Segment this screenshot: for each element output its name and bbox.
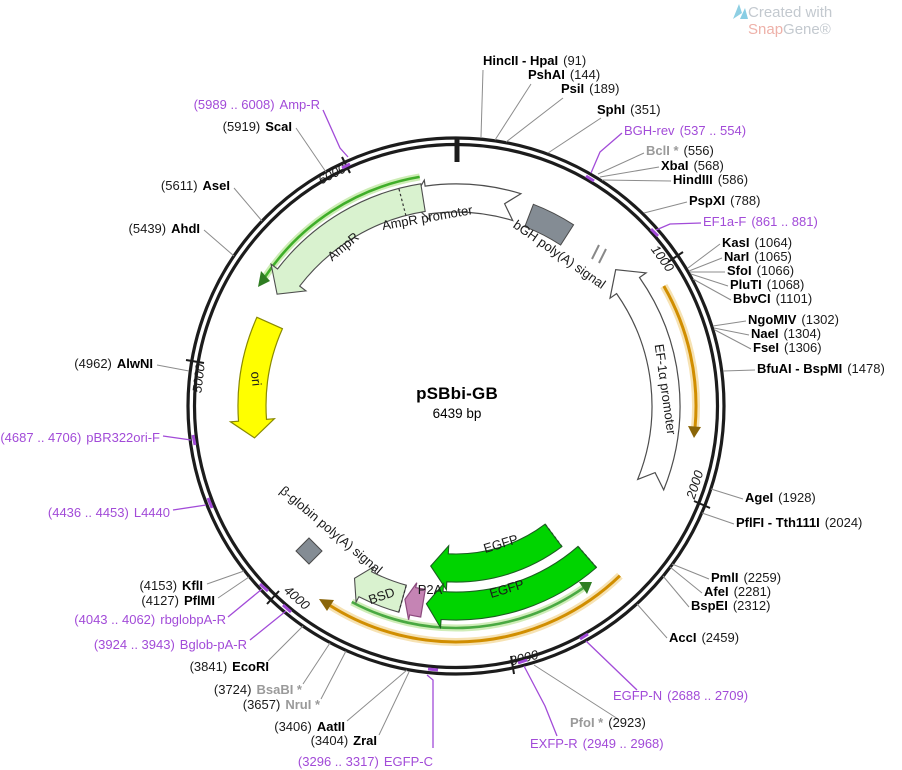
plasmid-size: 6439 bp <box>432 406 482 421</box>
feature-bgh-polya-box[interactable] <box>524 203 575 246</box>
primer-leader-lines <box>162 109 702 748</box>
site-amp-r[interactable]: (5989 .. 6008) Amp-R <box>193 97 320 112</box>
plasmid-title-block: pSBbi-GB 6439 bp <box>366 384 548 421</box>
site-pluti[interactable]: PluTI (1068) <box>730 277 805 292</box>
site-hincii-hpai[interactable]: HincII - HpaI (91) <box>483 53 587 68</box>
enzyme-leader-lines <box>156 69 756 736</box>
feature-break-slashes <box>591 244 607 264</box>
site-acci[interactable]: AccI (2459) <box>669 630 740 645</box>
transposon-arc-bottom <box>319 572 623 646</box>
site-bfuai-bspmi[interactable]: BfuAI - BspMI (1478) <box>757 361 885 376</box>
feature-p2a-arrow[interactable] <box>404 582 426 620</box>
site-kasi[interactable]: KasI (1064) <box>722 235 793 250</box>
feature-ori-arrow[interactable] <box>228 316 284 439</box>
scale-ticks <box>185 156 711 675</box>
site-sfoi[interactable]: SfoI (1066) <box>727 263 795 278</box>
site-exfp-r[interactable]: EXFP-R (2949 .. 2968) <box>530 736 664 751</box>
site-egfp-c[interactable]: (3296 .. 3317) EGFP-C <box>297 754 433 769</box>
site-egfp-n[interactable]: EGFP-N (2688 .. 2709) <box>613 688 749 703</box>
site-ecori[interactable]: (3841) EcoRI <box>189 659 269 674</box>
site-pflfi-tth111i[interactable]: PflFI - Tth111I (2024) <box>736 515 863 530</box>
feature-bglobin-polya-box[interactable] <box>295 537 323 565</box>
site-pshai[interactable]: PshAI (144) <box>528 67 601 82</box>
site-rbglobpa-r[interactable]: (4043 .. 4062) rbglobpA-R <box>74 612 226 627</box>
feature-bsd-arrow[interactable] <box>353 564 407 613</box>
site-nari[interactable]: NarI (1065) <box>724 249 792 264</box>
site-afei[interactable]: AfeI (2281) <box>704 584 772 599</box>
site-psii[interactable]: PsiI (189) <box>561 81 620 96</box>
feature-egfp-inner-arrow[interactable] <box>430 523 563 592</box>
site-pspxi[interactable]: PspXI (788) <box>689 193 761 208</box>
site-pbr322ori-f[interactable]: (4687 .. 4706) pBR322ori-F <box>0 430 160 445</box>
site-ahdi[interactable]: (5439) AhdI <box>128 221 200 236</box>
cassette-direction-arc <box>350 582 592 632</box>
plasmid-backbone-ring <box>186 136 726 676</box>
site-l4440[interactable]: (4436 .. 4453) L4440 <box>47 505 170 520</box>
site-agei[interactable]: AgeI (1928) <box>745 490 816 505</box>
site-bcli[interactable]: BclI * (556) <box>646 143 714 158</box>
site-fsei[interactable]: FseI (1306) <box>753 340 822 355</box>
site-scai[interactable]: (5919) ScaI <box>222 119 292 134</box>
snapgene-watermark: Created with SnapGene® <box>748 4 902 38</box>
feature-label-p2a[interactable]: P2A <box>418 582 443 597</box>
site-ngomiv[interactable]: NgoMIV (1302) <box>748 312 839 327</box>
site-xbai[interactable]: XbaI (568) <box>661 158 724 173</box>
feature-label-bglobin-polya[interactable]: β-globin poly(A) signal <box>277 483 385 577</box>
site-pflmi[interactable]: (4127) PflMI <box>141 593 215 608</box>
site-bbvci[interactable]: BbvCI (1101) <box>733 291 813 306</box>
site-ef1a-f[interactable]: EF1a-F (861 .. 881) <box>703 214 818 229</box>
site-pfoi[interactable]: PfoI * (2923) <box>570 715 646 730</box>
snapgene-logo-icon <box>733 4 748 19</box>
site-bspei[interactable]: BspEI (2312) <box>691 598 771 613</box>
site-asei[interactable]: (5611) AseI <box>160 178 230 193</box>
transposon-arc-right <box>660 283 701 438</box>
tick-label-3000: 3000 <box>508 647 540 669</box>
site-zrai[interactable]: (3404) ZraI <box>310 733 377 748</box>
site-aatii[interactable]: (3406) AatII <box>274 719 345 734</box>
site-bsabi[interactable]: (3724) BsaBI * <box>213 682 302 697</box>
tick-label-5000: 5000 <box>189 362 208 393</box>
site-bgh-rev[interactable]: BGH-rev (537 .. 554) <box>624 123 747 138</box>
site-bglob-pa-r[interactable]: (3924 .. 3943) Bglob-pA-R <box>93 637 247 652</box>
site-sphi[interactable]: SphI (351) <box>597 102 661 117</box>
plasmid-name: pSBbi-GB <box>416 384 498 403</box>
site-naei[interactable]: NaeI (1304) <box>751 326 822 341</box>
site-alwni[interactable]: (4962) AlwNI <box>74 356 153 371</box>
site-hindiii[interactable]: HindIII (586) <box>673 172 749 187</box>
feature-label-ori[interactable]: ori <box>248 371 264 387</box>
primer-marks <box>191 162 660 672</box>
site-nrui[interactable]: (3657) NruI * <box>242 697 320 712</box>
site-pmli[interactable]: PmlI (2259) <box>711 570 782 585</box>
feature-ef1a-promoter-arrow[interactable] <box>609 268 681 492</box>
feature-ampr-promoter-arrow[interactable] <box>410 178 523 222</box>
watermark-text: Created with SnapGene® <box>748 4 833 38</box>
feature-egfp-outer-arrow[interactable] <box>425 545 598 630</box>
ampr-direction-arc <box>258 173 421 287</box>
feature-ampr-arrow[interactable] <box>270 183 426 295</box>
site-kfli[interactable]: (4153) KflI <box>139 578 203 593</box>
